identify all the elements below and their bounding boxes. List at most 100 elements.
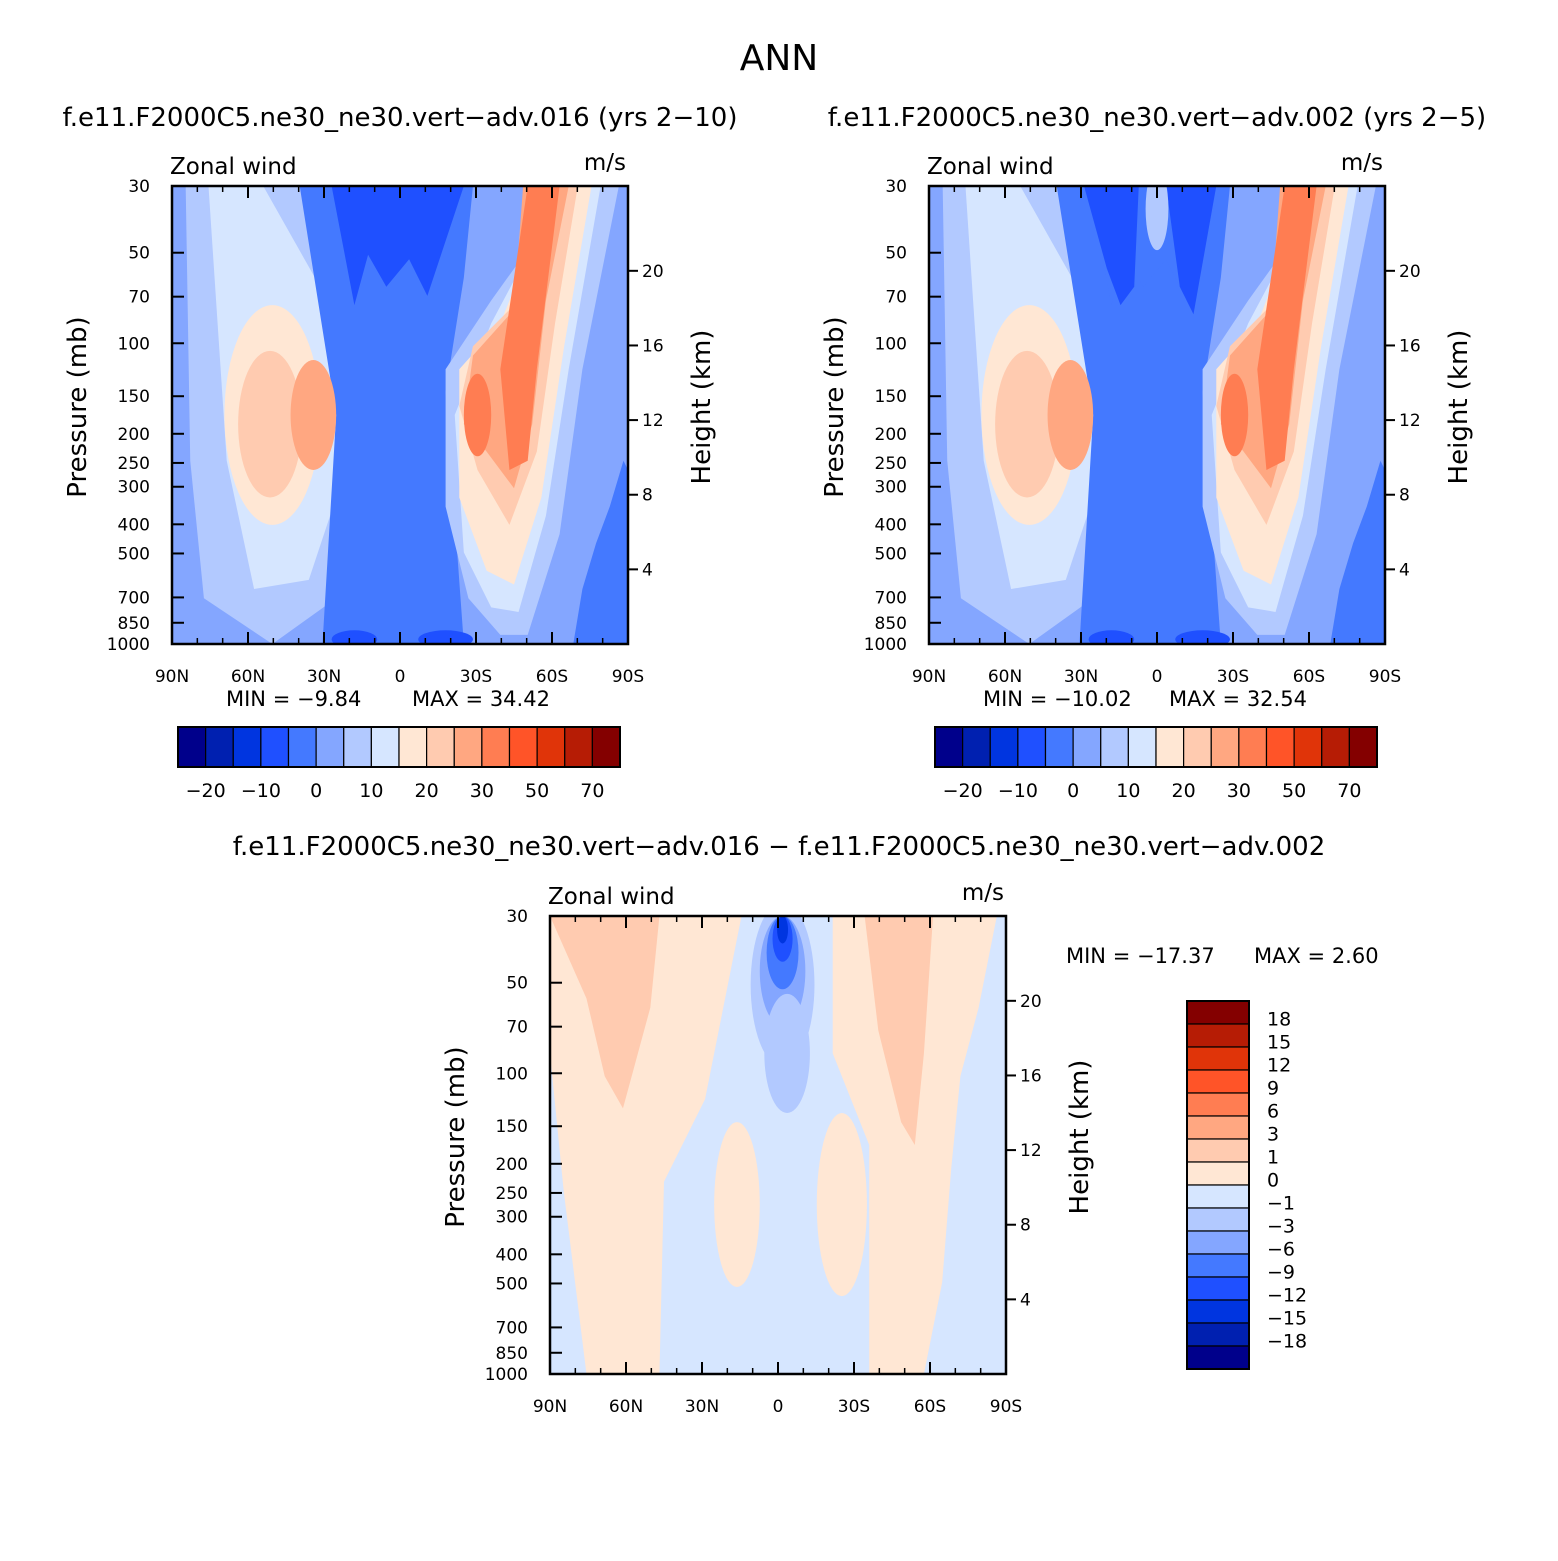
y-tick-label: 250 [875, 454, 907, 474]
colorbar-tick-label: 20 [1172, 780, 1196, 802]
colorbar-swatch [1017, 726, 1047, 768]
colorbar-swatch [564, 726, 593, 768]
panel-title-right: f.e11.F2000C5.ne30_ne30.vert−adv.002 (yr… [828, 103, 1486, 133]
y-tick-label: 150 [496, 1117, 528, 1137]
colorbar-tick-label: −10 [998, 780, 1038, 802]
contour-sh-jet-4 [500, 186, 560, 470]
colorbar-swatch [232, 726, 262, 768]
colorbar-swatch [962, 726, 991, 768]
y2-tick-label: 8 [1020, 1216, 1031, 1236]
colorbar-swatch [370, 726, 400, 768]
contour-eq-gap [1145, 186, 1169, 251]
colorbar-swatch [481, 726, 511, 768]
y2-tick-label: 16 [642, 336, 664, 356]
y-tick-label: 700 [875, 588, 907, 608]
panel-run002: 90N 60N 30N 0 30S 60S 90S 30 50 70 100 150 200 250 300… [820, 150, 1474, 711]
colorbar-tick-label: 0 [310, 780, 322, 802]
y-tick-label: 400 [496, 1245, 528, 1265]
colorbar-swatch [1186, 1184, 1250, 1209]
max-label: MAX = 2.60 [1254, 944, 1379, 968]
y2-axis-label: Height (km) [687, 330, 717, 485]
colorbar-tick-label: 9 [1267, 1078, 1279, 1100]
y-axis-label: Pressure (mb) [63, 316, 93, 497]
y-tick-label: 500 [875, 544, 907, 564]
colorbar-swatch [287, 726, 317, 768]
y-tick-label: 100 [496, 1064, 528, 1084]
y2-tick-label: 12 [1020, 1141, 1042, 1161]
y-tick-label: 50 [885, 244, 907, 264]
contour-eq-core [331, 186, 464, 306]
colorbar-swatch [1321, 726, 1350, 768]
variable-label: Zonal wind [927, 154, 1054, 180]
contour-nh-jet-3 [1047, 360, 1094, 470]
y-tick-label: 300 [118, 478, 150, 498]
colorbar-tick-label: 30 [1227, 780, 1251, 802]
contour-eq-neg-mid [764, 993, 810, 1113]
y-tick-label: 200 [496, 1155, 528, 1175]
colorbar-tick-label: 70 [1337, 780, 1361, 802]
colorbar-swatch [1186, 1046, 1250, 1071]
max-label: MAX = 34.42 [412, 687, 550, 711]
y-tick-label: 850 [496, 1344, 528, 1364]
colorbar-swatch [1186, 1023, 1250, 1048]
y-tick-label: 250 [496, 1184, 528, 1204]
colorbar-tick-label: 18 [1267, 1009, 1291, 1031]
y2-tick-label: 20 [1020, 992, 1042, 1012]
x-tick-label: 30S [460, 667, 492, 687]
colorbar-swatch [591, 726, 621, 768]
y-tick-label: 400 [118, 515, 150, 535]
variable-label: Zonal wind [548, 884, 675, 910]
y2-tick-label: 16 [1020, 1066, 1042, 1086]
contour-field [929, 186, 1385, 644]
colorbar-swatch [508, 726, 538, 768]
colorbar-swatch [1186, 1069, 1250, 1094]
y2-tick-label: 20 [1399, 262, 1421, 282]
colorbar-swatch [205, 726, 234, 768]
y-tick-label: 850 [118, 614, 150, 634]
colorbar-swatch [177, 726, 207, 768]
y2-axis-label: Height (km) [1444, 330, 1474, 485]
colorbar-swatch [1186, 1299, 1250, 1324]
colorbar-swatch [398, 726, 428, 768]
colorbar-swatch [1186, 1230, 1250, 1255]
y-tick-label: 200 [875, 425, 907, 445]
y-tick-label: 100 [875, 334, 907, 354]
y-tick-label: 70 [506, 1018, 528, 1038]
y-tick-label: 300 [875, 478, 907, 498]
contour-field [550, 916, 1006, 1374]
colorbar-tick-label: 6 [1267, 1101, 1279, 1123]
y2-tick-label: 4 [642, 560, 653, 580]
colorbar-swatch [1155, 726, 1185, 768]
colorbar-swatch [1186, 1161, 1250, 1186]
x-tick-label: 60S [914, 1397, 946, 1417]
y-tick-label: 100 [118, 334, 150, 354]
y-tick-label: 500 [496, 1274, 528, 1294]
units-label: m/s [962, 880, 1004, 906]
contour-eq-core-r [1166, 186, 1217, 315]
colorbar-tick-label: 12 [1267, 1055, 1291, 1077]
colorbar-run016: −20 −10 0 10 20 30 50 70 [177, 726, 621, 802]
panel-diff: 90N 60N 30N 0 30S 60S 90S305070100150200250300… [441, 880, 1379, 1417]
x-tick-label: 0 [395, 667, 406, 687]
colorbar-swatch [1100, 726, 1129, 768]
y-tick-label: 150 [875, 387, 907, 407]
y2-tick-label: 20 [642, 262, 664, 282]
colorbar-tick-label: 30 [470, 780, 494, 802]
colorbar-tick-label: 1 [1267, 1147, 1279, 1169]
x-tick-label: 90S [1369, 667, 1401, 687]
y-tick-label: 50 [128, 244, 150, 264]
colorbar-tick-label: −3 [1267, 1216, 1295, 1238]
colorbar-tick-label: −12 [1267, 1285, 1307, 1307]
colorbar-swatch [1044, 726, 1074, 768]
y-tick-label: 700 [118, 588, 150, 608]
colorbar-run002: −20 −10 0 10 20 30 50 70 [934, 726, 1378, 802]
colorbar-frame [177, 726, 621, 768]
contour-nh-jet-2 [238, 350, 302, 498]
contour-sfc-cell-1 [1175, 630, 1230, 644]
colorbar-swatch [1186, 1322, 1250, 1347]
variable-label: Zonal wind [170, 154, 297, 180]
x-tick-label: 90N [912, 667, 946, 687]
min-label: MIN = −9.84 [226, 687, 361, 711]
contour-sh-surface [1330, 460, 1385, 644]
